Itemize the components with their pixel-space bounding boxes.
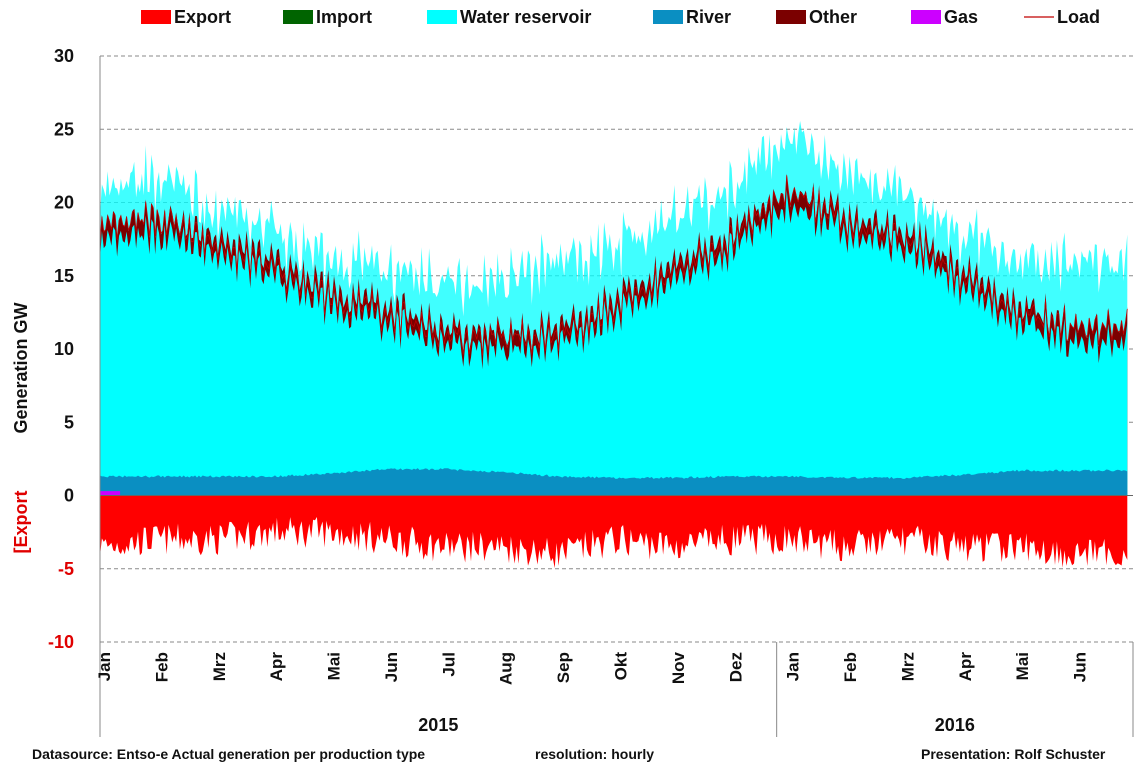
series-load bbox=[99, 175, 1128, 356]
footer-presentation: Presentation: Rolf Schuster bbox=[921, 746, 1106, 762]
legend-label: Load bbox=[1057, 7, 1100, 27]
y-tick-label: 30 bbox=[54, 46, 74, 66]
x-tick-label: Mrz bbox=[898, 652, 917, 681]
legend-swatch-river bbox=[653, 10, 683, 24]
y-axis-label: Generation GW bbox=[11, 302, 31, 433]
y-tick-label: 25 bbox=[54, 119, 74, 139]
y-tick-label: 20 bbox=[54, 193, 74, 213]
x-tick-label: Jul bbox=[439, 652, 458, 677]
x-tick-label: Feb bbox=[152, 652, 171, 682]
y-tick-label: -10 bbox=[48, 632, 74, 652]
legend-swatch-export bbox=[141, 10, 171, 24]
x-tick-label: Mai bbox=[1013, 652, 1032, 680]
y-tick-label: 15 bbox=[54, 266, 74, 286]
x-tick-label: Apr bbox=[267, 652, 286, 682]
y-tick-label: -5 bbox=[58, 559, 74, 579]
series-water-reservoir bbox=[100, 189, 1128, 496]
legend-label: River bbox=[686, 7, 731, 27]
x-tick-label: Mai bbox=[325, 652, 344, 680]
legend-swatch-gas bbox=[911, 10, 941, 24]
y-tick-label: 5 bbox=[64, 412, 74, 432]
legend-swatch-water-reservoir bbox=[427, 10, 457, 24]
x-tick-label: Sep bbox=[554, 652, 573, 683]
x-tick-label: Apr bbox=[956, 652, 975, 682]
x-tick-label: Okt bbox=[612, 652, 631, 681]
legend-label: Import bbox=[316, 7, 372, 27]
series-gas bbox=[100, 491, 121, 496]
legend-label: Other bbox=[809, 7, 857, 27]
x-year-label: 2015 bbox=[418, 715, 458, 735]
x-tick-label: Jun bbox=[382, 652, 401, 682]
x-tick-label: Nov bbox=[669, 651, 688, 684]
legend-label: Water reservoir bbox=[460, 7, 591, 27]
x-tick-label: Jun bbox=[1071, 652, 1090, 682]
x-tick-label: Jan bbox=[784, 652, 803, 681]
y-tick-label: 0 bbox=[64, 486, 74, 506]
x-year-label: 2016 bbox=[935, 715, 975, 735]
x-tick-label: Aug bbox=[497, 652, 516, 685]
legend-swatch-import bbox=[283, 10, 313, 24]
x-tick-label: Feb bbox=[841, 652, 860, 682]
legend-swatch-other bbox=[776, 10, 806, 24]
y-tick-label: 10 bbox=[54, 339, 74, 359]
series-export bbox=[100, 495, 1128, 569]
x-tick-label: Dez bbox=[726, 652, 745, 682]
legend-label: Export bbox=[174, 7, 231, 27]
y-axis-label-export: [Export bbox=[11, 490, 31, 553]
series-river bbox=[100, 468, 1128, 496]
footer-resolution: resolution: hourly bbox=[535, 746, 654, 762]
legend-label: Gas bbox=[944, 7, 978, 27]
x-tick-label: Mrz bbox=[210, 652, 229, 681]
footer-source: Datasource: Entso-e Actual generation pe… bbox=[32, 746, 426, 762]
x-tick-label: Jan bbox=[95, 652, 114, 681]
